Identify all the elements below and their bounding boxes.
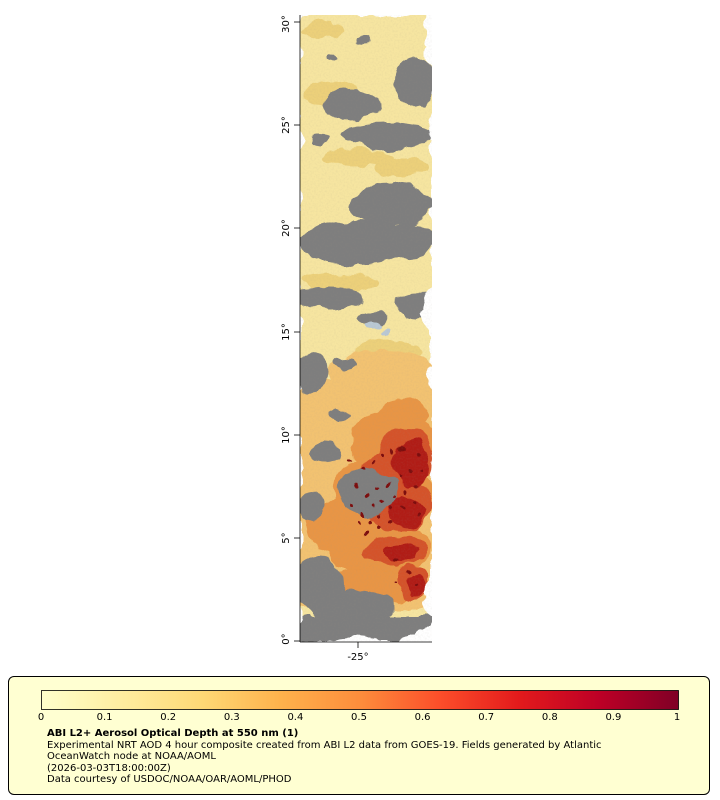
colorbar-tick-label: 0.1 [96,712,113,723]
colorbar-tick-label: 0.4 [287,712,304,723]
colorbar-tick-label: 0.5 [351,712,367,723]
legend-credit: Data courtesy of USDOC/NOAA/OAR/AOML/PHO… [47,774,292,786]
y-axis-tick-labels: 30° 25° 20° 15° 10° 5° 0° [281,15,292,645]
colorbar-tick-label: 0.7 [478,712,495,723]
aod-map-figure: 30° 25° 20° 15° 10° 5° 0° -25° [281,15,432,663]
legend-timestamp: (2026-03-03T18:00:00Z) [47,762,171,774]
y-axis-tick-label: 5° [281,532,292,543]
colorbar-tick-label: 0.3 [223,712,240,723]
y-axis-tick-label: 30° [281,15,292,33]
map-axes [294,15,432,648]
colorbar-tick-label: 0.2 [160,712,177,723]
map-grain-texture [300,15,432,642]
legend-panel: 0 0.1 0.2 0.3 0.4 0.5 0.6 0.7 0.8 0.9 1 … [8,676,710,795]
colorbar-tick-label: 1 [673,712,681,723]
colorbar-tick-label: 0.8 [541,712,558,723]
colorbar-tick-labels: 0 0.1 0.2 0.3 0.4 0.5 0.6 0.7 0.8 0.9 1 [37,712,681,725]
legend-title: ABI L2+ Aerosol Optical Depth at 550 nm … [47,728,299,739]
map-data-region [300,15,432,642]
y-axis-tick-label: 25° [281,116,292,134]
colorbar-tick-label: 0.9 [605,712,622,723]
colorbar-gradient [41,690,679,710]
y-axis-tick-label: 10° [281,426,292,444]
y-axis-tick-label: 0° [281,633,292,644]
y-axis-tick-label: 20° [281,219,292,237]
colorbar-tick-label: 0.6 [414,712,431,723]
colorbar [41,690,679,710]
y-axis-tick-label: 15° [281,323,292,341]
x-axis-tick-label: -25° [347,652,368,663]
colorbar-tick-label: 0 [37,712,45,723]
legend-description: Experimental NRT AOD 4 hour composite cr… [47,739,602,763]
